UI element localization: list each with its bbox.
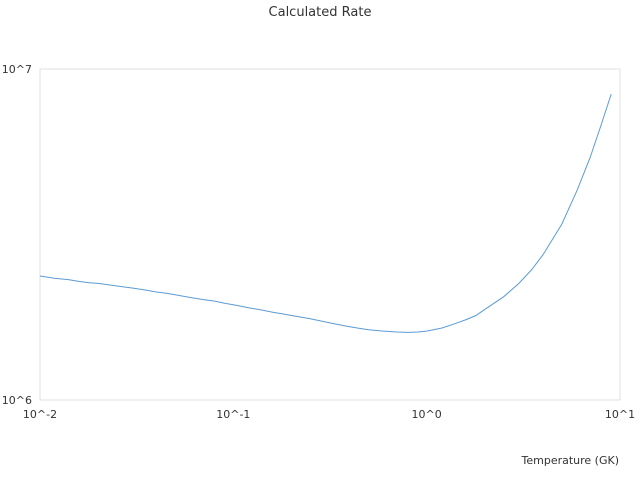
y-axis: 10^6 10^7 — [2, 63, 32, 407]
x-tick-label: 10^-2 — [23, 408, 57, 421]
series-line — [39, 93, 612, 333]
y-tick-label: 10^7 — [2, 63, 32, 76]
x-axis: 10^-2 10^-1 10^0 10^1 — [23, 408, 635, 421]
y-tick-label: 10^6 — [2, 394, 32, 407]
chart-title: Calculated Rate — [269, 5, 372, 20]
x-axis-label: Temperature (GK) — [521, 454, 620, 467]
x-tick-label: 10^-1 — [216, 408, 250, 421]
plot-area — [39, 68, 621, 401]
x-tick-label: 10^1 — [605, 408, 635, 421]
x-tick-label: 10^0 — [412, 408, 442, 421]
